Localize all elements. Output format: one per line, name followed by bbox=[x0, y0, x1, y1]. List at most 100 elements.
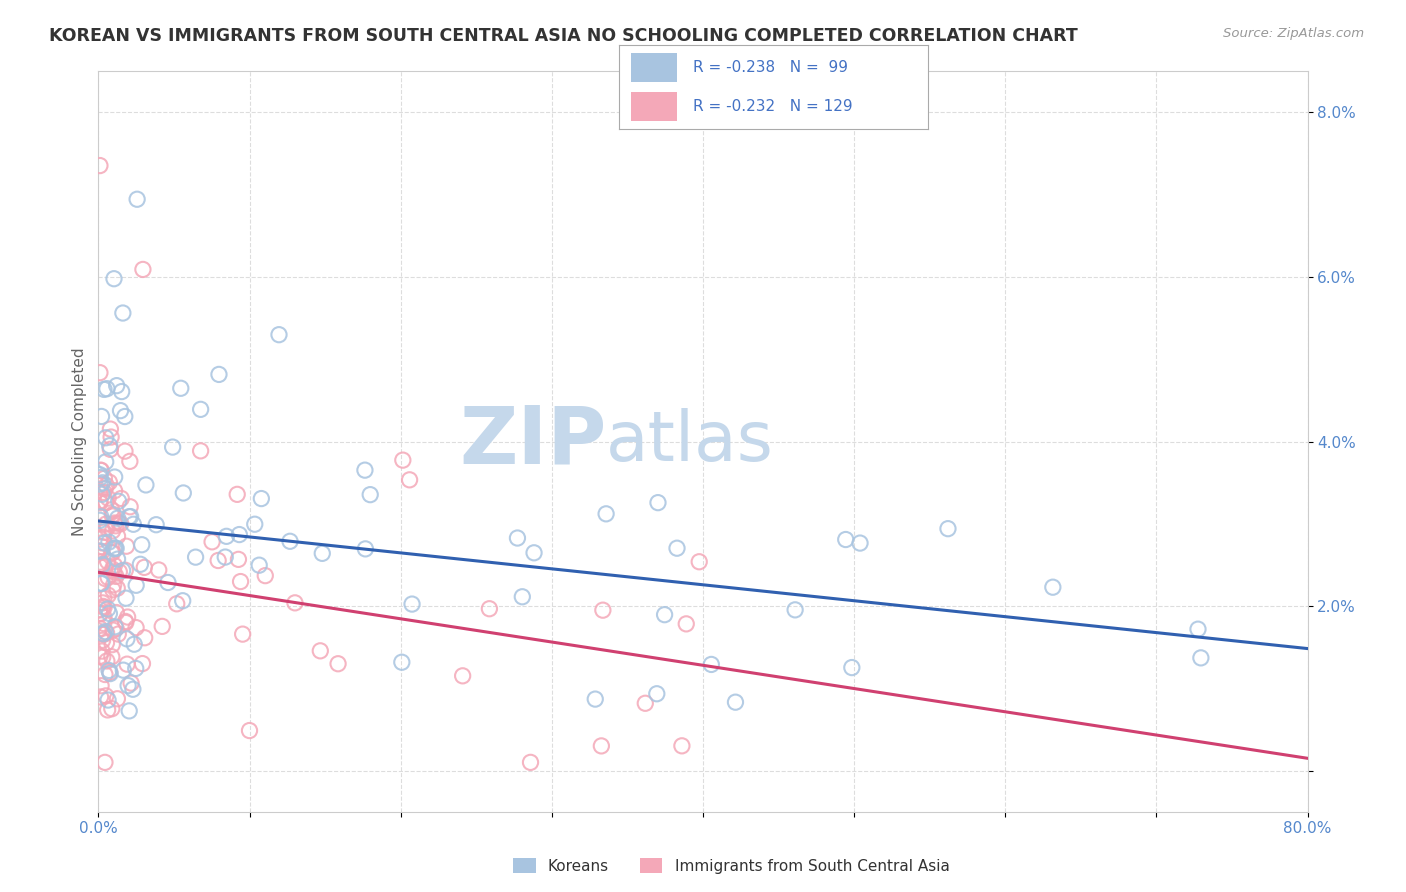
Point bbox=[134, 631, 156, 645]
Point bbox=[96, 478, 118, 492]
Point bbox=[120, 676, 142, 690]
Point bbox=[105, 691, 128, 706]
Point bbox=[134, 560, 156, 574]
Point bbox=[89, 555, 111, 569]
Point bbox=[90, 576, 112, 591]
Point bbox=[89, 159, 111, 173]
Point bbox=[98, 442, 121, 457]
Point bbox=[105, 581, 128, 595]
Point bbox=[118, 509, 141, 524]
Point bbox=[201, 534, 224, 549]
Point bbox=[89, 622, 111, 636]
Text: R = -0.232   N = 129: R = -0.232 N = 129 bbox=[693, 99, 852, 114]
Point bbox=[97, 491, 120, 505]
Point bbox=[127, 192, 149, 206]
Point bbox=[90, 690, 112, 704]
Point bbox=[98, 666, 121, 681]
Point bbox=[93, 560, 115, 574]
Point bbox=[111, 306, 134, 320]
Point bbox=[101, 582, 124, 597]
Point bbox=[103, 565, 125, 579]
Point bbox=[247, 558, 270, 573]
Point bbox=[184, 550, 207, 565]
Point bbox=[108, 516, 131, 530]
Point bbox=[93, 485, 115, 500]
Point bbox=[89, 607, 111, 621]
Point bbox=[93, 536, 115, 550]
Point bbox=[104, 569, 127, 583]
Point bbox=[91, 633, 114, 648]
Point bbox=[97, 602, 120, 616]
Point bbox=[254, 568, 277, 582]
Point bbox=[97, 693, 120, 707]
Point bbox=[132, 262, 155, 277]
Point bbox=[103, 541, 125, 556]
Point bbox=[101, 623, 124, 637]
Point bbox=[89, 366, 111, 380]
Point bbox=[104, 470, 127, 484]
Point bbox=[110, 403, 132, 417]
Point bbox=[97, 570, 120, 584]
Point bbox=[91, 596, 114, 610]
Point bbox=[96, 654, 118, 668]
Point bbox=[190, 402, 212, 417]
Point bbox=[785, 603, 807, 617]
Point bbox=[110, 516, 132, 531]
Point bbox=[114, 409, 136, 424]
Point bbox=[284, 596, 307, 610]
Point bbox=[90, 558, 112, 572]
Point bbox=[107, 552, 129, 566]
Point bbox=[91, 487, 114, 501]
Point bbox=[451, 669, 474, 683]
Point bbox=[190, 443, 212, 458]
Point bbox=[90, 540, 112, 554]
Point bbox=[89, 470, 111, 484]
Text: R = -0.238   N =  99: R = -0.238 N = 99 bbox=[693, 60, 848, 75]
Point bbox=[101, 524, 124, 538]
Point bbox=[100, 502, 122, 516]
Point bbox=[118, 704, 141, 718]
Point bbox=[506, 531, 529, 545]
Point bbox=[90, 536, 112, 550]
Point bbox=[89, 477, 111, 491]
Point bbox=[93, 600, 115, 615]
Point bbox=[98, 475, 121, 490]
Point bbox=[93, 383, 115, 397]
Point bbox=[122, 637, 145, 651]
Point bbox=[89, 467, 111, 482]
Point bbox=[89, 603, 111, 617]
Point bbox=[104, 620, 127, 634]
Point bbox=[94, 572, 117, 586]
Point bbox=[91, 650, 114, 665]
Point bbox=[107, 494, 129, 508]
Point bbox=[115, 539, 138, 553]
Point bbox=[93, 525, 115, 540]
Point bbox=[94, 689, 117, 703]
Point bbox=[93, 616, 115, 631]
Point bbox=[101, 638, 124, 652]
Point bbox=[97, 588, 120, 602]
Point bbox=[89, 532, 111, 546]
Point bbox=[645, 687, 668, 701]
Point bbox=[101, 562, 124, 576]
Point bbox=[110, 491, 132, 506]
Point bbox=[93, 471, 115, 485]
Point bbox=[105, 606, 128, 620]
Point bbox=[122, 682, 145, 697]
Point bbox=[101, 508, 124, 522]
Point bbox=[100, 422, 122, 436]
Point bbox=[93, 610, 115, 624]
Text: KOREAN VS IMMIGRANTS FROM SOUTH CENTRAL ASIA NO SCHOOLING COMPLETED CORRELATION : KOREAN VS IMMIGRANTS FROM SOUTH CENTRAL … bbox=[49, 27, 1078, 45]
Point bbox=[107, 627, 129, 641]
Point bbox=[835, 533, 858, 547]
Bar bbox=[631, 54, 678, 82]
Point bbox=[115, 591, 138, 606]
Point bbox=[97, 703, 120, 717]
Point bbox=[120, 509, 142, 524]
Point bbox=[101, 649, 124, 664]
Point bbox=[90, 463, 112, 477]
Point bbox=[104, 541, 127, 555]
Point bbox=[98, 665, 121, 680]
Point bbox=[591, 739, 613, 753]
Bar bbox=[631, 92, 678, 120]
